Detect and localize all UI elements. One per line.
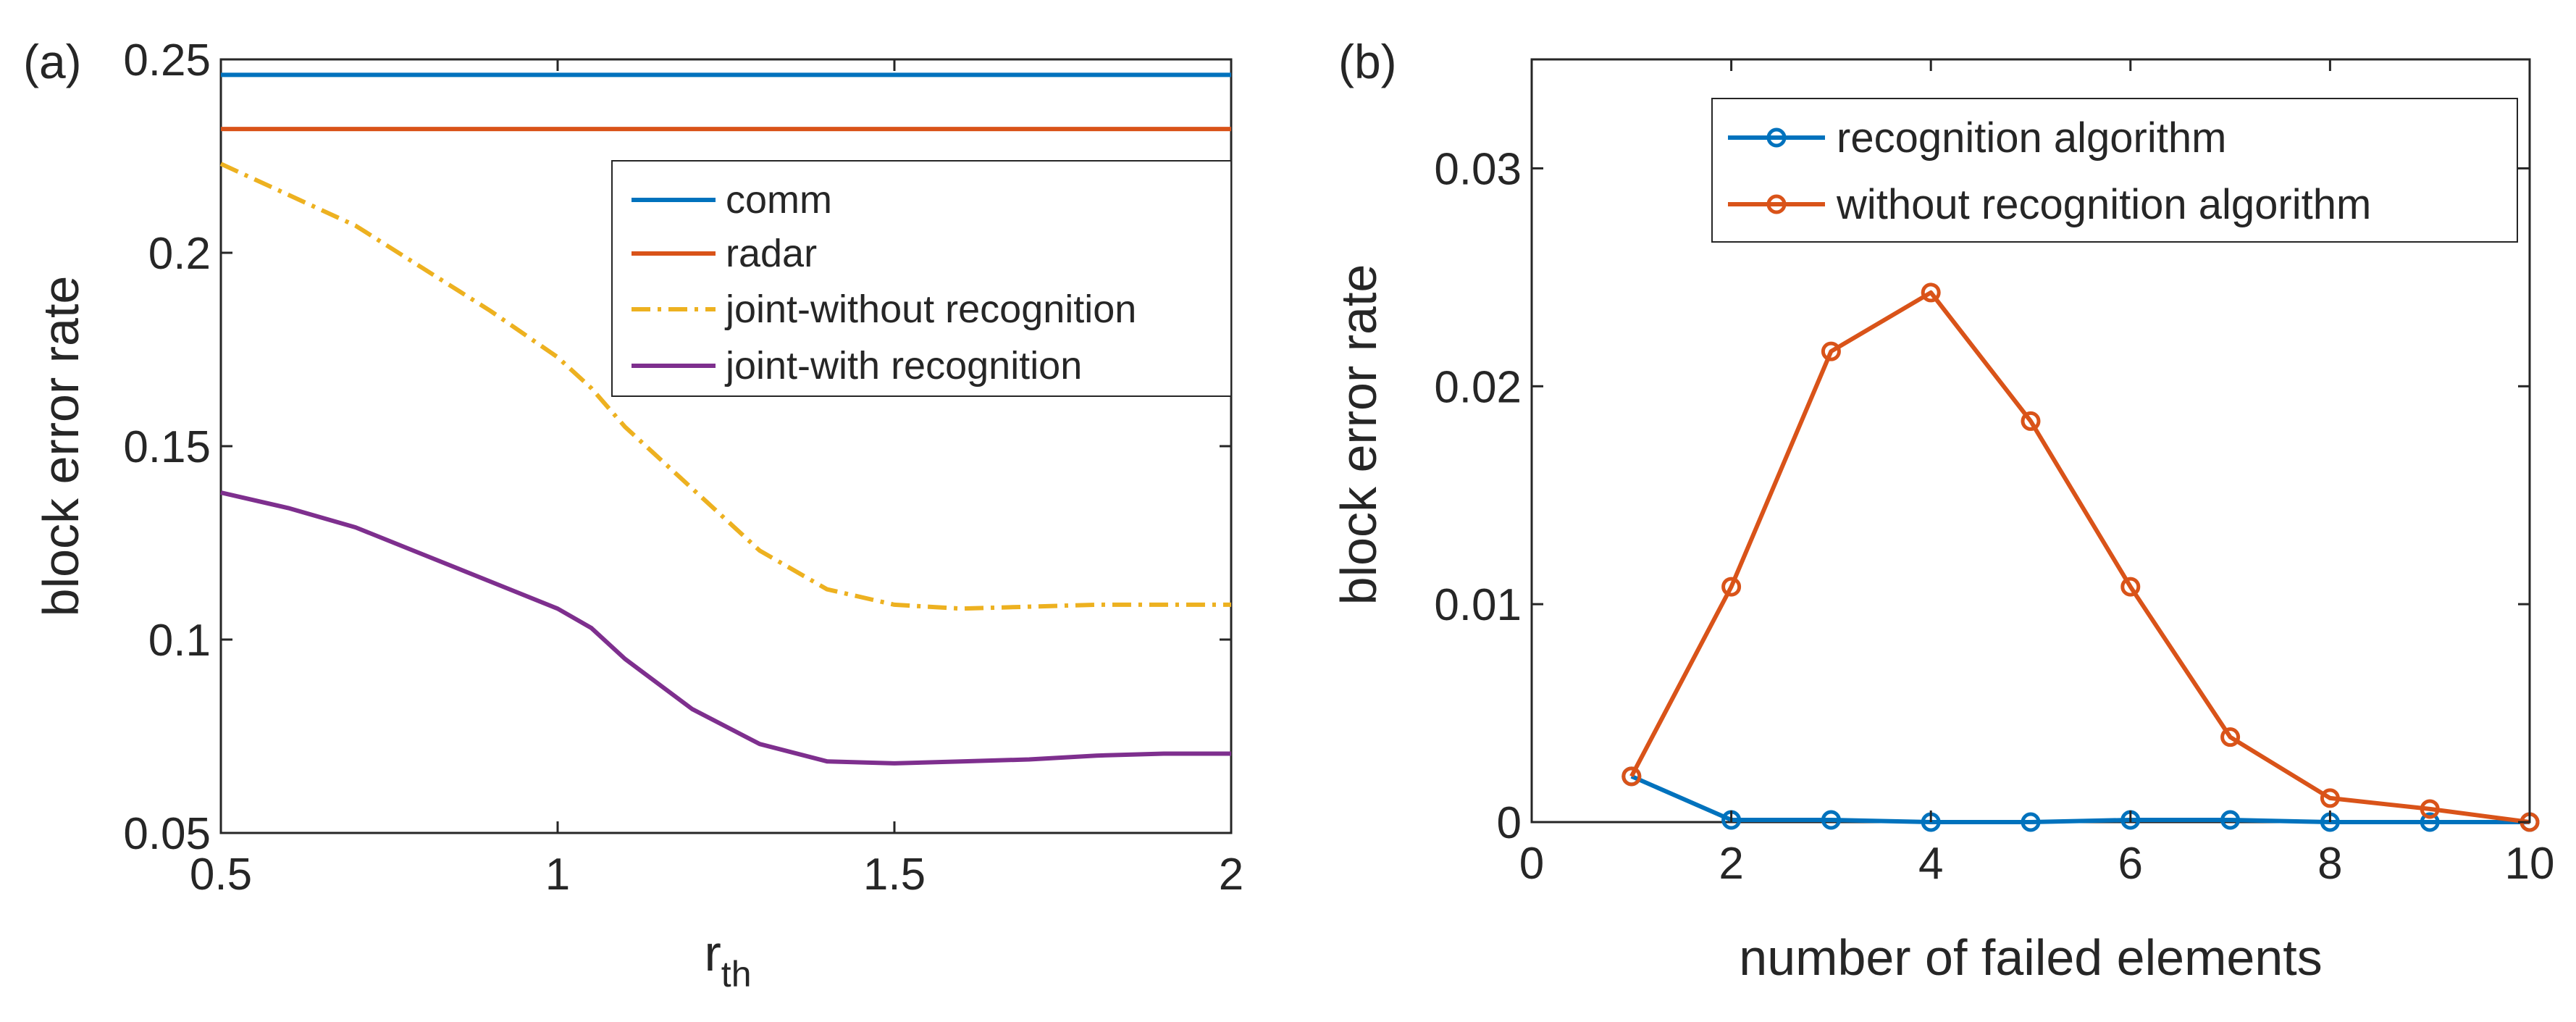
- panel-label-b: (b): [1338, 35, 1397, 88]
- y-tick-label: 0.25: [123, 35, 211, 85]
- x-tick-label: 6: [2118, 839, 2143, 889]
- legend-marker-without-recognition: [1766, 194, 1787, 214]
- y-axis-label-b: block error rate: [1330, 264, 1387, 606]
- data-point-without-recognition-algorithm: [1721, 577, 1742, 597]
- legend-label-without-recognition: without recognition algorithm: [1836, 181, 2371, 228]
- chart-b: (b) 0 0.01 0.02 0.03 0 2 4 6 8 10 block error ra…: [1330, 35, 2554, 986]
- y-tick-label: 0: [1497, 798, 1522, 848]
- series-line-joint-without-recognition: [219, 162, 1231, 611]
- y-tick-label: 0.02: [1434, 362, 1522, 412]
- data-point-recognition-algorithm: [2220, 810, 2241, 830]
- x-tick-label: 0: [1519, 839, 1544, 889]
- data-point-recognition-algorithm: [2021, 812, 2041, 832]
- x-axis-label-a: rth: [704, 925, 751, 994]
- data-point-without-recognition-algorithm: [2420, 799, 2440, 819]
- y-tick-label: 0.1: [148, 616, 211, 666]
- x-tick-label: 8: [2317, 839, 2342, 889]
- chart-a: (a) 0.05 0.1 0.15 0.2 0.25 0.5 1 1.5 2 block er…: [23, 35, 1243, 994]
- x-tick-label: 4: [1918, 839, 1943, 889]
- y-ticks-b: 0 0.01 0.02 0.03: [1434, 144, 2530, 848]
- legend-label-joint-without: joint-without recognition: [724, 288, 1136, 331]
- y-tick-label: 0.05: [123, 809, 211, 859]
- panel-label-a: (a): [23, 35, 82, 88]
- y-axis-label-a: block error rate: [33, 276, 89, 617]
- series-line-joint-with-recognition: [220, 490, 1231, 766]
- series-group-a: [219, 72, 1231, 766]
- legend-label-joint-with: joint-with recognition: [724, 344, 1082, 388]
- x-tick-label: 1: [545, 850, 570, 900]
- y-tick-label: 0.15: [123, 422, 211, 472]
- legend-label-radar: radar: [726, 232, 817, 275]
- legend-a: comm radar joint-without recognition joi…: [611, 160, 1232, 397]
- data-point-without-recognition-algorithm: [2320, 788, 2340, 808]
- x-axis-label-b: number of failed elements: [1739, 929, 2322, 986]
- legend-label-comm: comm: [726, 178, 832, 222]
- data-point-without-recognition-algorithm: [1921, 282, 1941, 303]
- x-axis-label-a-main: r: [704, 925, 721, 981]
- x-ticks-b: 0 2 4 6 8 10: [1519, 59, 2555, 889]
- x-tick-label: 1.5: [863, 850, 926, 900]
- x-ticks-a: 0.5 1 1.5 2: [190, 59, 1243, 900]
- data-point-without-recognition-algorithm: [2220, 727, 2241, 747]
- data-point-without-recognition-algorithm: [1621, 766, 1642, 787]
- x-tick-label: 0.5: [190, 850, 252, 900]
- y-tick-label: 0.01: [1434, 580, 1522, 630]
- series-line-recognition-algorithm: [1630, 774, 2530, 824]
- y-tick-label: 0.2: [148, 229, 211, 279]
- x-tick-label: 2: [1219, 850, 1243, 900]
- data-point-without-recognition-algorithm: [2021, 411, 2041, 431]
- legend-box-b: [1711, 98, 2518, 243]
- y-tick-label: 0.03: [1434, 144, 1522, 194]
- legend-marker-recognition: [1766, 127, 1787, 148]
- data-point-recognition-algorithm: [1821, 810, 1841, 830]
- data-point-recognition-algorithm: [2420, 812, 2440, 832]
- series-line-without-recognition-algorithm: [1629, 290, 2530, 824]
- legend-b: recognition algorithm without recognitio…: [1711, 98, 2518, 243]
- x-tick-label: 10: [2505, 839, 2555, 889]
- series-group-b: [1621, 282, 2540, 832]
- data-point-without-recognition-algorithm: [2120, 577, 2141, 597]
- legend-label-recognition: recognition algorithm: [1837, 114, 2226, 162]
- y-ticks-a: 0.05 0.1 0.15 0.2 0.25: [123, 35, 1231, 859]
- x-tick-label: 2: [1719, 839, 1743, 889]
- data-point-without-recognition-algorithm: [1821, 341, 1841, 361]
- x-axis-label-a-sub: th: [721, 954, 752, 994]
